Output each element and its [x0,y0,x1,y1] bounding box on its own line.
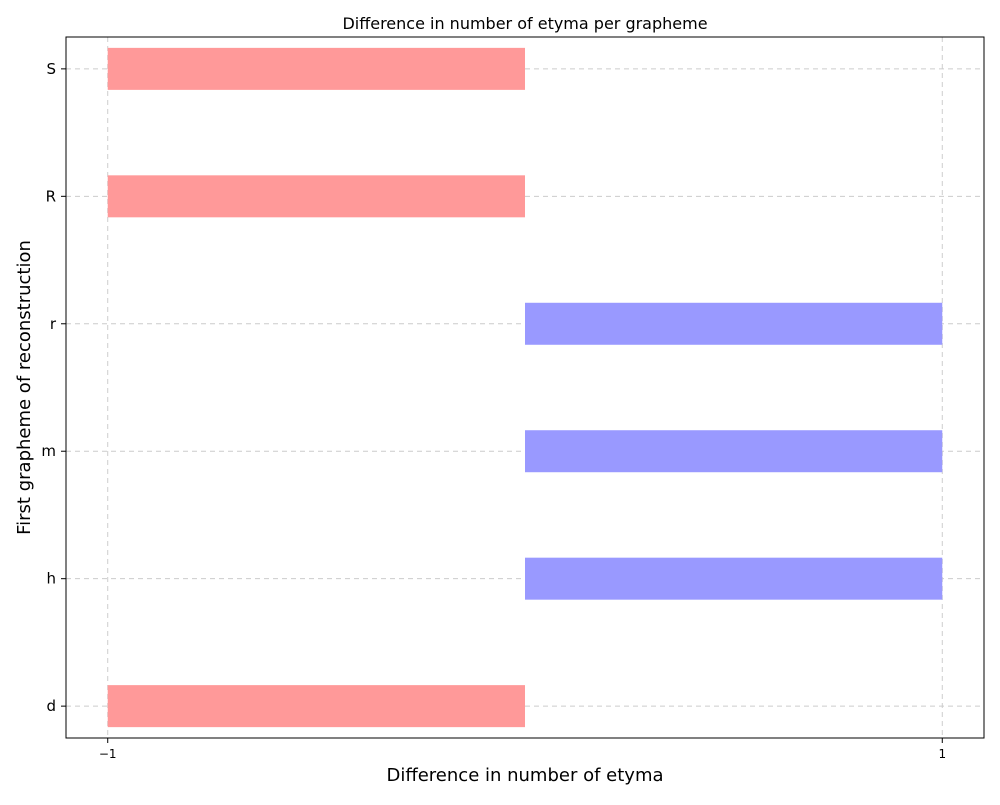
chart-title: Difference in number of etyma per graphe… [342,14,707,33]
x-tick-label: 1 [938,747,946,761]
y-tick-label: S [46,60,56,78]
bar-R [107,175,526,218]
bar-h [525,557,943,600]
x-axis-label: Difference in number of etyma [386,765,663,786]
grid-layer [66,37,984,738]
ticks-layer: −1 1 d h m r R S [41,60,946,761]
y-axis-label: First grapheme of reconstruction [14,240,35,535]
y-tick-label: R [46,187,56,205]
bar-m [525,430,943,473]
bar-r [525,302,943,345]
x-tick-label: −1 [99,747,117,761]
bar-d [107,685,526,728]
y-tick-label: h [46,570,56,588]
y-tick-label: d [46,697,56,715]
y-tick-label: m [41,442,56,460]
y-tick-label: r [50,315,57,333]
plot-frame [65,36,985,739]
bars-layer [107,47,943,728]
bar-S [107,47,526,90]
